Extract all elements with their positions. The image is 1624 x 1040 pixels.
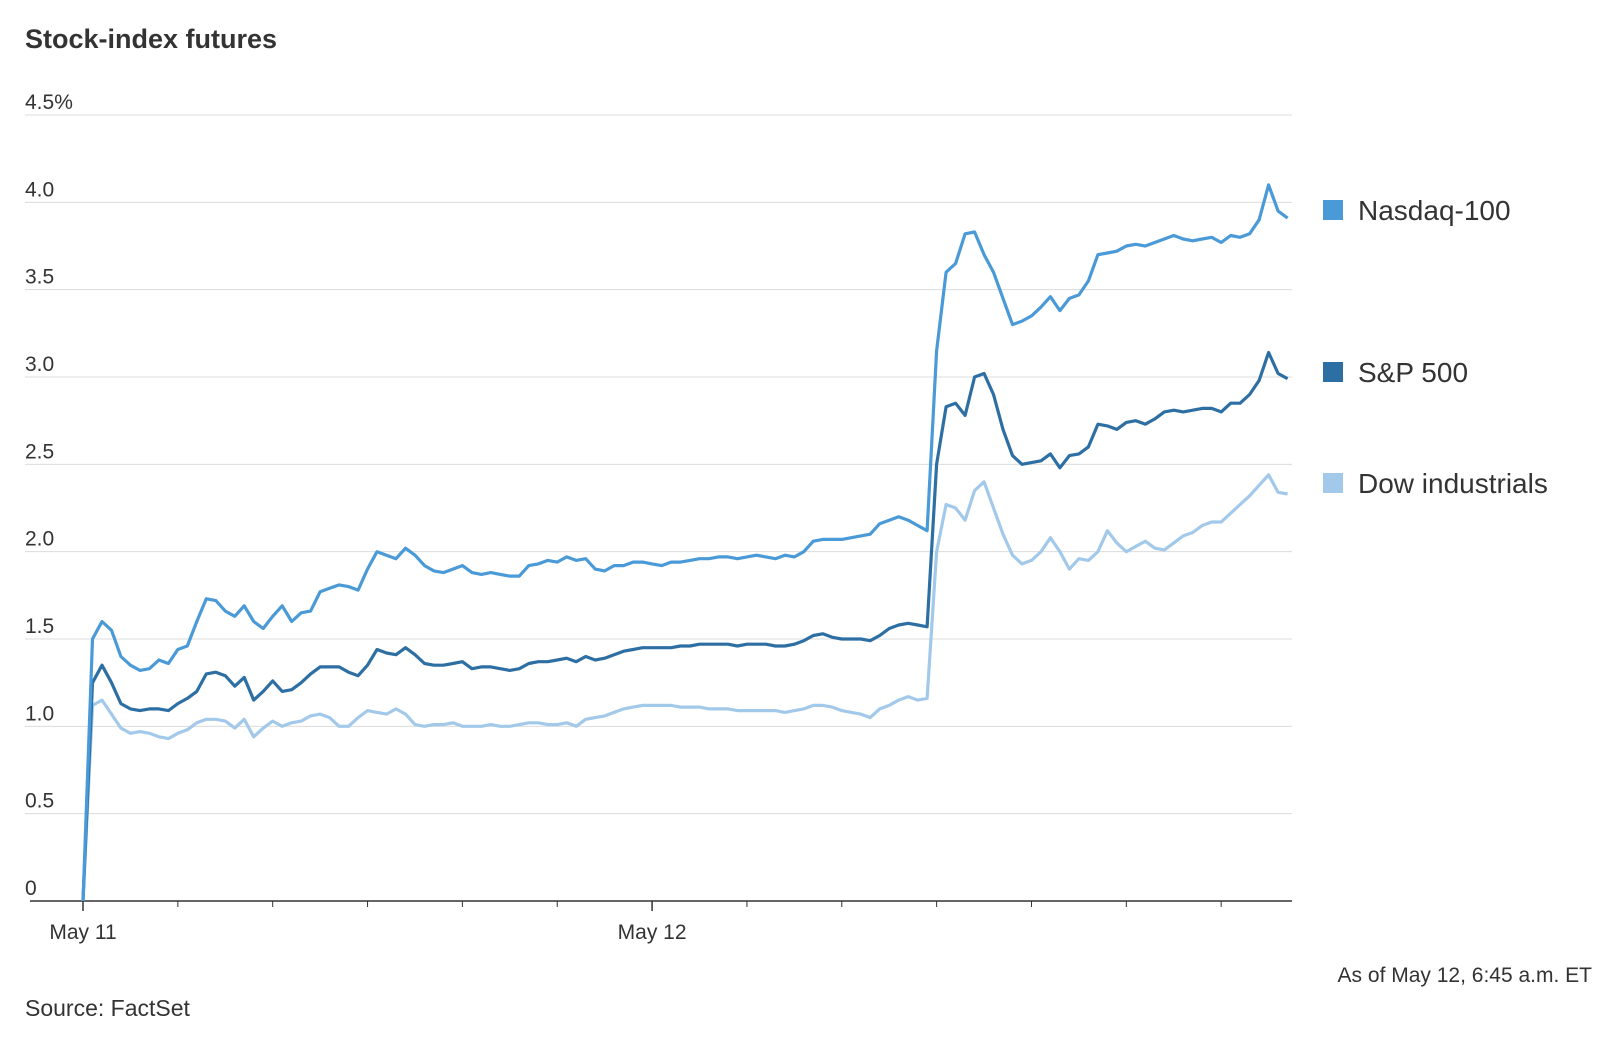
y-tick-label: 3.0 <box>25 353 54 376</box>
series-line <box>81 183 1289 902</box>
legend-swatch <box>1323 200 1343 220</box>
note: As of May 12, 6:45 a.m. ET <box>1338 964 1593 987</box>
source: Source: FactSet <box>25 995 191 1021</box>
legend-label: S&P 500 <box>1358 357 1468 388</box>
y-tick-label: 1.5 <box>25 615 54 638</box>
y-tick-label: 2.5 <box>25 440 54 463</box>
x-tick-label: May 12 <box>618 921 687 944</box>
series-line <box>81 350 1289 902</box>
y-tick-label: 4.0 <box>25 178 54 201</box>
legend-label: Nasdaq-100 <box>1358 195 1511 226</box>
y-tick-label: 2.0 <box>25 528 54 551</box>
legend-swatch <box>1323 473 1343 493</box>
y-tick-label: 1.0 <box>25 702 54 725</box>
y-tick-label: 0 <box>25 877 37 900</box>
x-tick-label: May 11 <box>49 921 116 944</box>
y-tick-label: 3.5 <box>25 266 54 289</box>
series-line <box>81 473 1288 902</box>
y-tick-label: 0.5 <box>25 790 54 813</box>
chart-title: Stock-index futures <box>25 24 277 54</box>
legend-swatch <box>1323 362 1343 382</box>
y-tick-label: 4.5% <box>25 91 73 114</box>
legend-label: Dow industrials <box>1358 468 1548 499</box>
